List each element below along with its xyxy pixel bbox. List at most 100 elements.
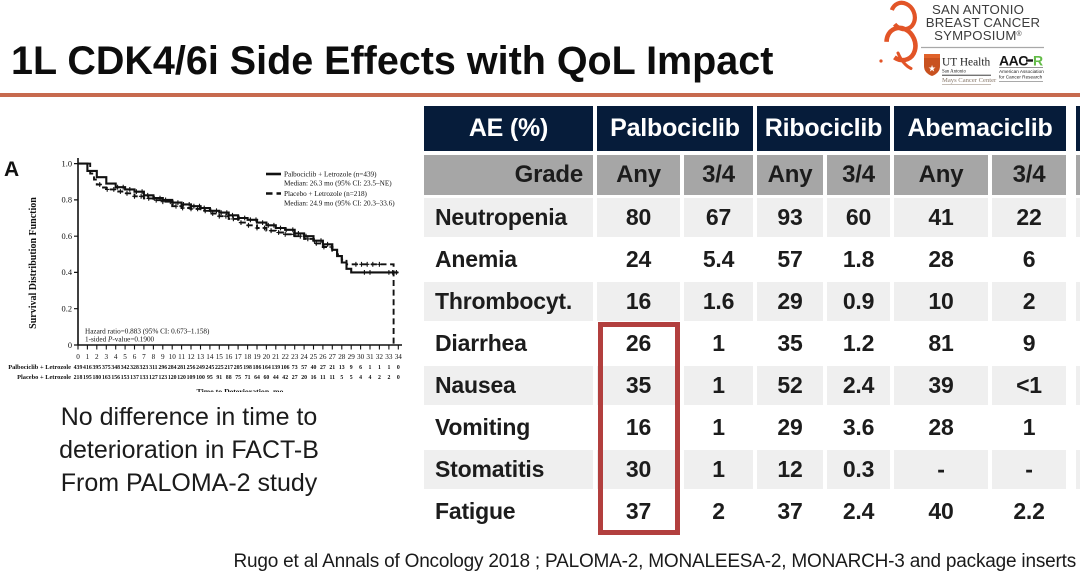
svg-text:4: 4	[359, 375, 362, 381]
svg-text:139: 139	[271, 365, 280, 371]
svg-text:Median: 26.3 mo (95% CI: 23.5–: Median: 26.3 mo (95% CI: 23.5–NE)	[284, 180, 392, 188]
svg-text:256: 256	[187, 365, 196, 371]
svg-text:9: 9	[161, 353, 165, 361]
svg-text:323: 323	[140, 365, 149, 371]
svg-text:1: 1	[378, 365, 381, 371]
svg-text:6: 6	[133, 353, 137, 361]
svg-text:21: 21	[272, 353, 280, 361]
svg-text:SYMPOSIUM®: SYMPOSIUM®	[934, 28, 1022, 43]
svg-text:33: 33	[385, 353, 393, 361]
svg-text:127: 127	[149, 375, 158, 381]
svg-text:1: 1	[369, 365, 372, 371]
svg-text:120: 120	[168, 375, 177, 381]
svg-text:198: 198	[243, 365, 252, 371]
svg-text:71: 71	[245, 375, 251, 381]
svg-text:133: 133	[140, 375, 149, 381]
svg-text:16: 16	[225, 353, 233, 361]
svg-text:5: 5	[350, 375, 353, 381]
svg-text:25: 25	[310, 353, 318, 361]
svg-text:4: 4	[369, 375, 372, 381]
svg-text:11: 11	[178, 353, 185, 361]
svg-text:BREAST CANCER: BREAST CANCER	[926, 15, 1040, 30]
svg-text:123: 123	[158, 375, 167, 381]
svg-text:16: 16	[311, 375, 317, 381]
svg-text:153: 153	[121, 375, 130, 381]
svg-text:Placebo + Letrozole: Placebo + Letrozole	[17, 374, 71, 381]
svg-text:14: 14	[206, 353, 214, 361]
svg-text:UT Health: UT Health	[942, 57, 990, 69]
svg-text:30: 30	[357, 353, 365, 361]
svg-text:57: 57	[301, 365, 307, 371]
svg-text:34: 34	[395, 353, 403, 361]
svg-text:44: 44	[273, 375, 279, 381]
svg-text:SAN ANTONIO: SAN ANTONIO	[932, 2, 1024, 17]
svg-text:2: 2	[95, 353, 99, 361]
svg-text:12: 12	[187, 353, 195, 361]
svg-text:★: ★	[928, 64, 936, 74]
svg-text:Time to Deterioration, mo: Time to Deterioration, mo	[197, 387, 284, 395]
svg-text:Palbociclib + Letrozole: Palbociclib + Letrozole	[8, 364, 71, 371]
svg-text:225: 225	[215, 365, 224, 371]
svg-text:106: 106	[281, 365, 290, 371]
svg-text:1: 1	[387, 365, 390, 371]
svg-text:21: 21	[329, 365, 335, 371]
svg-text:1: 1	[86, 353, 90, 361]
svg-text:137: 137	[130, 375, 139, 381]
svg-text:6: 6	[359, 365, 362, 371]
svg-text:40: 40	[311, 365, 317, 371]
svg-text:2: 2	[387, 375, 390, 381]
svg-text:23: 23	[291, 353, 299, 361]
svg-text:22: 22	[282, 353, 290, 361]
svg-text:439: 439	[74, 365, 83, 371]
svg-text:73: 73	[292, 365, 298, 371]
svg-text:27: 27	[329, 353, 337, 361]
svg-text:0.8: 0.8	[62, 196, 72, 205]
svg-text:11: 11	[320, 375, 326, 381]
svg-text:11: 11	[330, 375, 336, 381]
svg-text:163: 163	[102, 375, 111, 381]
svg-text:4: 4	[114, 353, 118, 361]
svg-text:27: 27	[320, 365, 326, 371]
svg-text:20: 20	[301, 375, 307, 381]
svg-text:156: 156	[111, 375, 120, 381]
svg-text:8: 8	[152, 353, 156, 361]
svg-text:0.2: 0.2	[62, 305, 72, 314]
svg-text:2: 2	[378, 375, 381, 381]
svg-text:249: 249	[196, 365, 205, 371]
svg-text:18: 18	[244, 353, 252, 361]
svg-text:281: 281	[177, 365, 186, 371]
svg-text:109: 109	[187, 375, 196, 381]
svg-text:180: 180	[92, 375, 101, 381]
svg-text:Placebo + Letrozole (n=218): Placebo + Letrozole (n=218)	[284, 190, 368, 198]
svg-text:20: 20	[263, 353, 271, 361]
svg-text:27: 27	[292, 375, 298, 381]
svg-text:186: 186	[253, 365, 262, 371]
svg-text:88: 88	[226, 375, 232, 381]
svg-text:1-sided P-value=0.1900: 1-sided P-value=0.1900	[85, 336, 155, 344]
svg-text:0: 0	[76, 353, 80, 361]
svg-text:American Association: American Association	[999, 69, 1044, 74]
svg-text:29: 29	[348, 353, 356, 361]
svg-text:328: 328	[130, 365, 139, 371]
svg-text:9: 9	[350, 365, 353, 371]
svg-text:5: 5	[340, 375, 343, 381]
svg-text:348: 348	[111, 365, 120, 371]
svg-text:342: 342	[121, 365, 130, 371]
svg-text:17: 17	[235, 353, 243, 361]
svg-text:5: 5	[123, 353, 127, 361]
svg-text:395: 395	[92, 365, 101, 371]
svg-text:311: 311	[149, 365, 157, 371]
svg-text:296: 296	[158, 365, 167, 371]
svg-text:10: 10	[169, 353, 177, 361]
svg-text:217: 217	[224, 365, 233, 371]
svg-text:0: 0	[397, 375, 400, 381]
svg-text:7: 7	[142, 353, 146, 361]
svg-text:0: 0	[68, 341, 72, 350]
svg-text:75: 75	[235, 375, 241, 381]
svg-text:245: 245	[206, 365, 215, 371]
svg-text:AAC: AAC	[999, 53, 1028, 69]
svg-text:284: 284	[168, 365, 177, 371]
svg-text:3: 3	[105, 353, 109, 361]
svg-text:for Cancer Research: for Cancer Research	[999, 75, 1043, 80]
svg-text:0: 0	[397, 365, 400, 371]
